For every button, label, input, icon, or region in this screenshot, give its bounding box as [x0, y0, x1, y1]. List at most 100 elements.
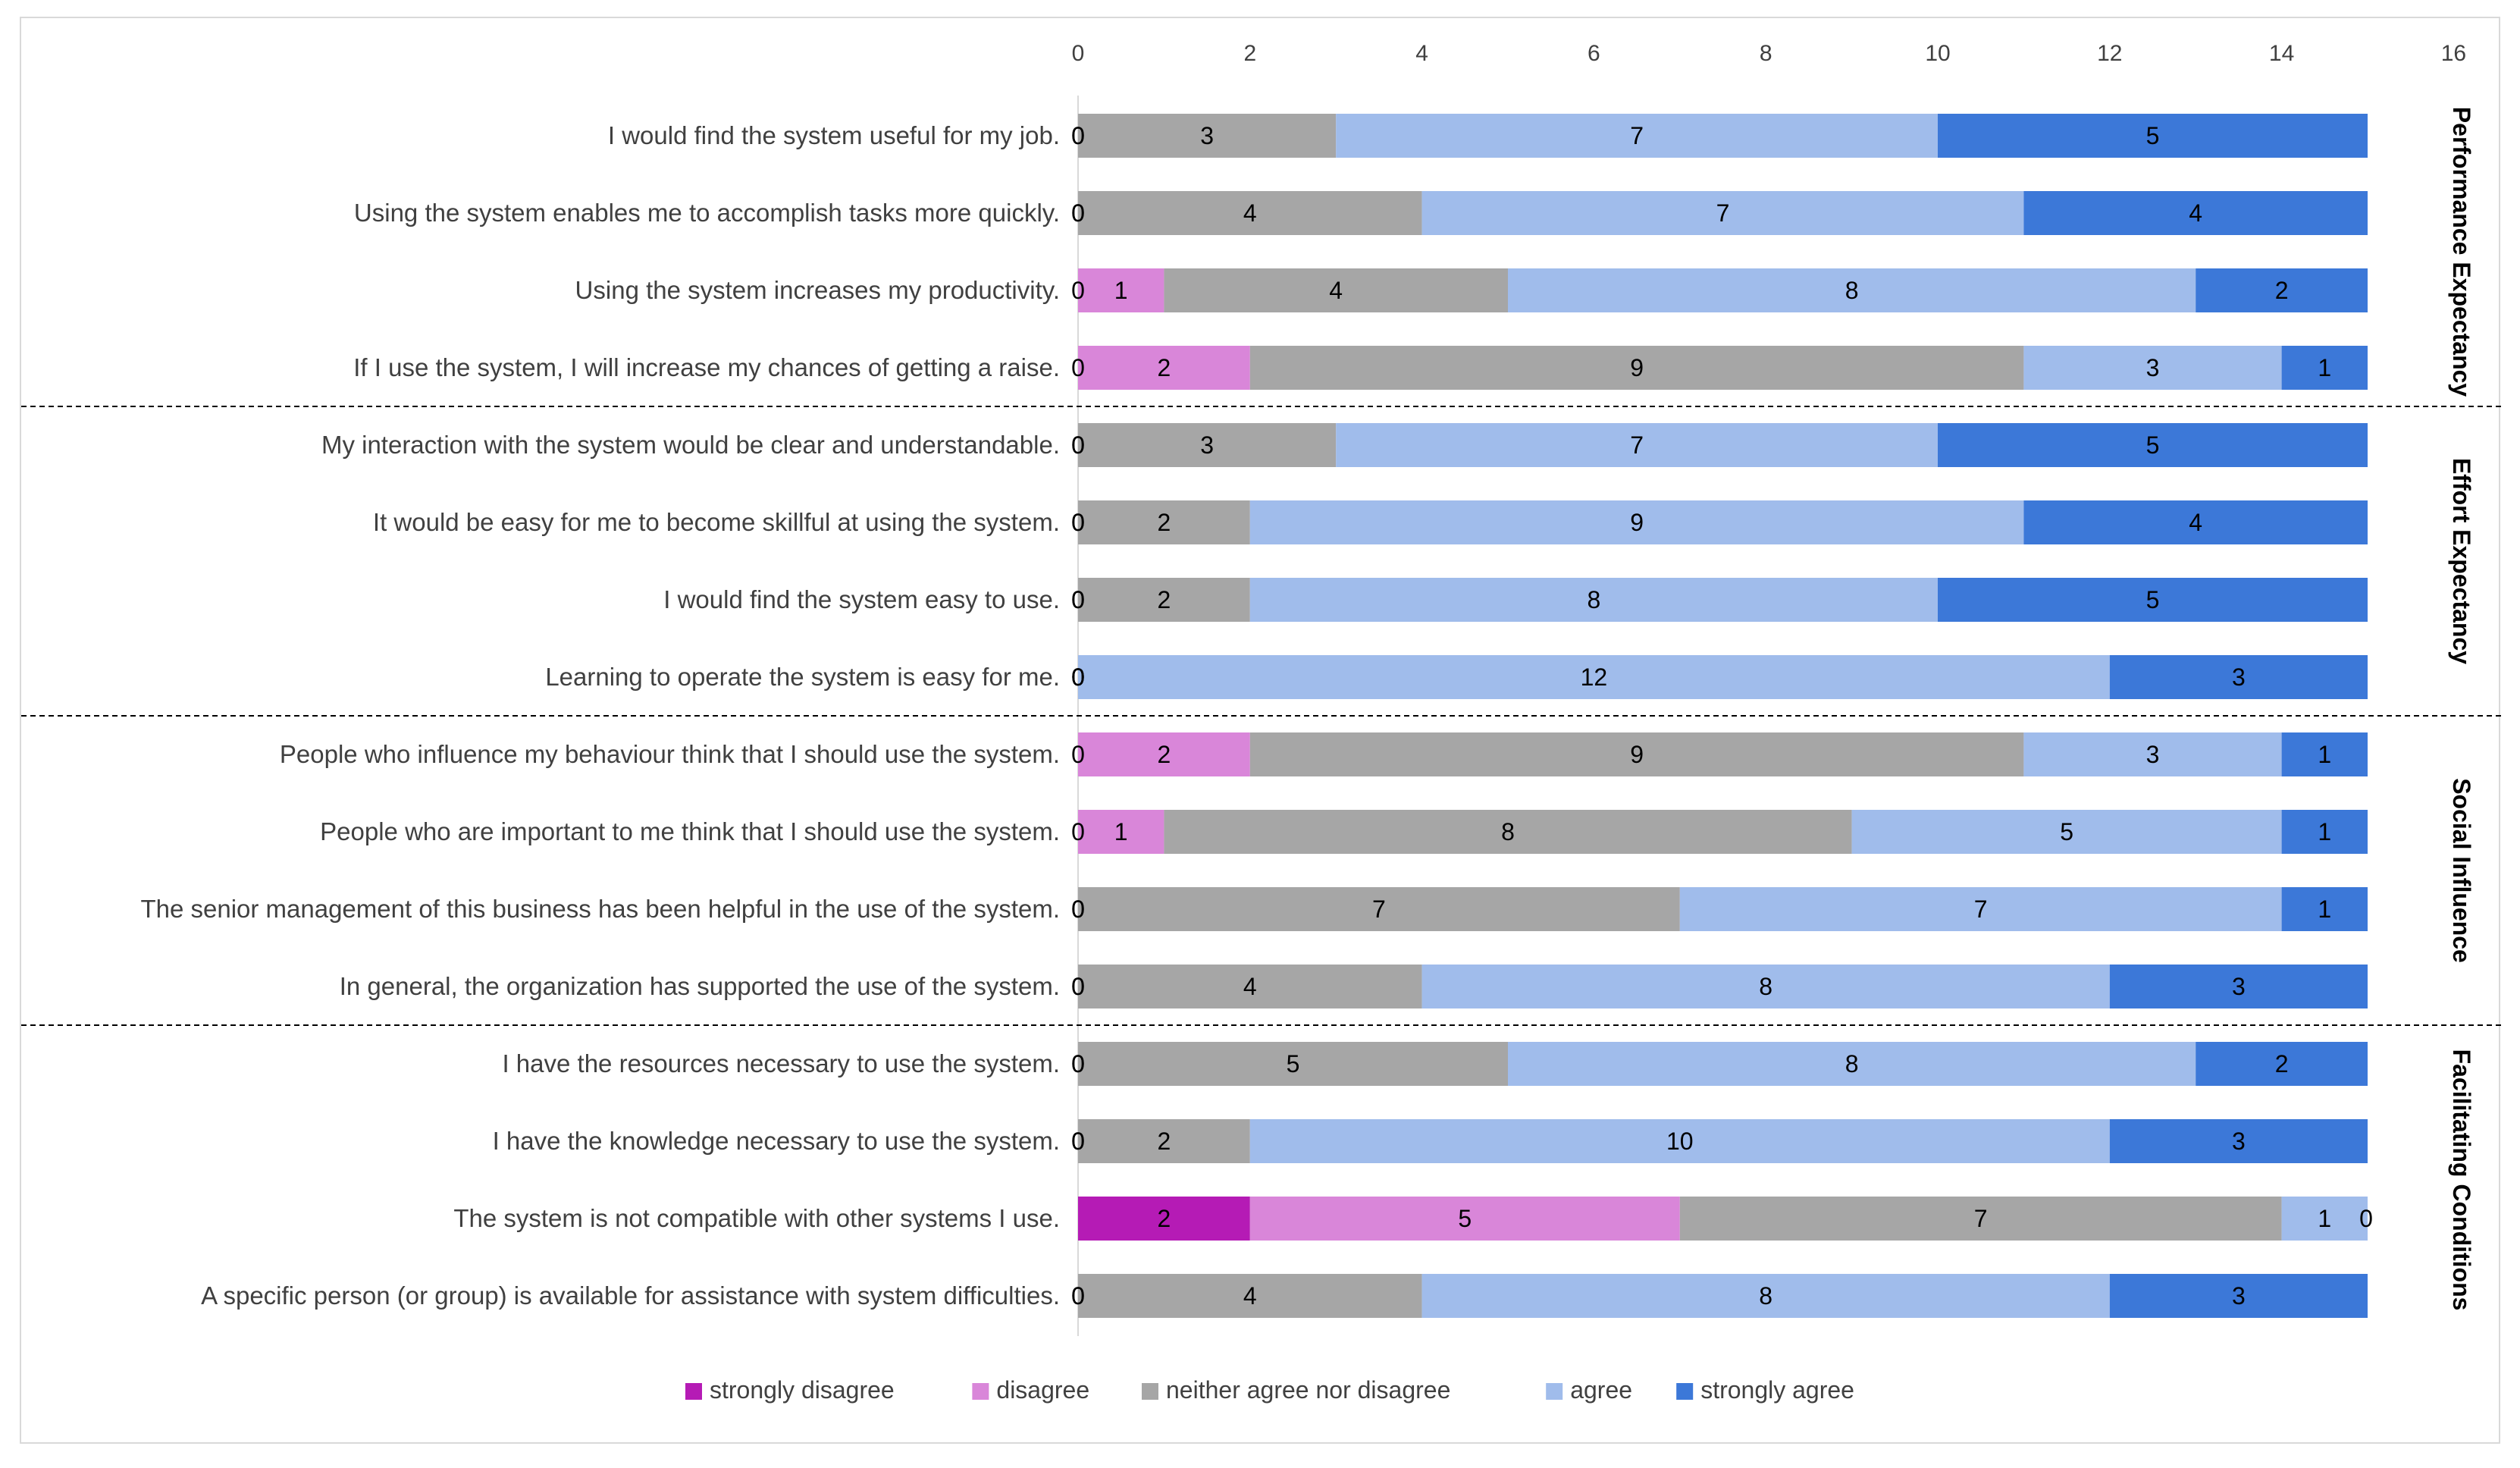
bar-value-label: 4 — [1243, 1282, 1257, 1310]
bar-value-label: 0 — [1071, 509, 1085, 536]
bar-value-label: 0 — [1071, 586, 1085, 613]
bar-segment — [2109, 1274, 2368, 1318]
bar-value-label: 5 — [2146, 431, 2160, 459]
bar-segment — [1164, 268, 1508, 312]
legend-swatch — [1676, 1383, 1694, 1400]
bar-value-label: 7 — [1630, 431, 1644, 459]
bar-value-label: 5 — [1287, 1050, 1300, 1077]
bar-value-label: 3 — [2232, 973, 2246, 1000]
category-label: People who influence my behaviour think … — [280, 740, 1060, 768]
bar-value-label: 1 — [1114, 818, 1128, 845]
bar-value-label: 1 — [2318, 1205, 2331, 1232]
category-label: My interaction with the system would be … — [321, 431, 1060, 459]
bar-segment — [2023, 732, 2282, 776]
category-label: If I use the system, I will increase my … — [353, 353, 1060, 381]
x-axis-ticks: 0 2 4 6 8 10 12 14 16 — [1072, 41, 2466, 66]
bar-value-label: 0 — [1071, 431, 1085, 459]
bar-segment — [1078, 346, 1250, 390]
category-label: It would be easy for me to become skillf… — [373, 508, 1060, 536]
bar-segment — [1249, 346, 2024, 390]
category-label: In general, the organization has support… — [340, 972, 1060, 1000]
bar-segment — [1938, 114, 2368, 158]
bar-value-label: 3 — [2232, 663, 2246, 691]
bar-segment — [1249, 1119, 2110, 1163]
bar-value-label: 2 — [2275, 1050, 2289, 1077]
category-label: Using the system enables me to accomplis… — [354, 199, 1060, 227]
bar-segment — [2023, 191, 2368, 235]
bar-value-label: 8 — [1759, 973, 1772, 1000]
bar-segment — [1249, 578, 1938, 622]
bar-segment — [1078, 500, 1250, 544]
bar-value-label: 9 — [1630, 354, 1644, 381]
x-tick-label: 4 — [1415, 41, 1428, 66]
category-label: Learning to operate the system is easy f… — [545, 663, 1060, 691]
bar-value-label: 9 — [1630, 741, 1644, 768]
legend-swatch — [685, 1383, 702, 1400]
category-label: The system is not compatible with other … — [453, 1204, 1060, 1232]
bar-value-label: 2 — [1158, 586, 1171, 613]
bar-value-label: 1 — [2318, 818, 2331, 845]
bar-value-label: 0 — [1071, 896, 1085, 923]
bar-value-label: 3 — [2232, 1282, 2246, 1310]
bar-segment — [1938, 578, 2368, 622]
bar-value-label: 4 — [1329, 277, 1343, 304]
bar-value-label: 3 — [1200, 431, 1214, 459]
bar-segment — [1078, 114, 1337, 158]
bar-value-label: 2 — [1158, 509, 1171, 536]
bar-value-label: 0 — [1071, 277, 1085, 304]
bar-segment — [1078, 1119, 1250, 1163]
bar-segment — [1421, 1274, 2110, 1318]
category-label: I have the knowledge necessary to use th… — [493, 1127, 1060, 1155]
x-tick-label: 16 — [2441, 41, 2466, 66]
bar-segment — [2023, 346, 2282, 390]
bar-value-label: 2 — [1158, 1205, 1171, 1232]
category-label: I have the resources necessary to use th… — [502, 1049, 1060, 1077]
bar-value-label: 4 — [2189, 199, 2202, 227]
group-label: Effort Expectancy — [2448, 458, 2475, 664]
category-label: Using the system increases my productivi… — [575, 276, 1060, 304]
bar-segment — [2109, 1119, 2368, 1163]
category-label: The senior management of this business h… — [140, 895, 1060, 923]
bar-value-label: 8 — [1845, 277, 1859, 304]
bar-value-label: 5 — [2146, 122, 2160, 149]
bar-value-label: 0 — [1071, 431, 1085, 459]
bar-segment — [2023, 500, 2368, 544]
bar-value-label: 7 — [1974, 896, 1988, 923]
bar-segment — [1078, 1197, 1250, 1241]
bar-value-label: 5 — [2060, 818, 2073, 845]
stacked-bar-chart: 0 2 4 6 8 10 12 14 16 00 3 7 500 4 7 40 1 4 8 20 2 9 3 100 3 7 50… — [21, 41, 2502, 1404]
legend-label: strongly agree — [1700, 1376, 1854, 1404]
bar-segment — [1078, 191, 1422, 235]
group-label: Social Influence — [2448, 778, 2475, 963]
bar-value-label: 0 — [1071, 122, 1085, 149]
bar-segment — [2281, 1197, 2368, 1241]
bar-value-label: 0 — [1071, 973, 1085, 1000]
bar-segment — [1078, 423, 1337, 467]
bar-value-label: 2 — [2275, 277, 2289, 304]
x-tick-label: 2 — [1243, 41, 1256, 66]
bar-value-label: 8 — [1845, 1050, 1859, 1077]
legend-label: strongly disagree — [710, 1376, 895, 1404]
bar-segment — [1078, 810, 1164, 854]
bar-value-label: 2 — [1158, 354, 1171, 381]
bar-segment — [2281, 346, 2368, 390]
bar-value-label: 10 — [1666, 1128, 1694, 1155]
bar-value-label: 0 — [1071, 1282, 1085, 1310]
category-labels: I would find the system useful for my jo… — [140, 121, 1060, 1310]
category-label: A specific person (or group) is availabl… — [201, 1281, 1060, 1310]
bar-segment — [1508, 1042, 2196, 1086]
bar-segment — [2281, 887, 2368, 931]
bar-value-label: 0 — [1071, 1128, 1085, 1155]
bar-segment — [1421, 965, 2110, 1008]
bar-value-label: 5 — [1458, 1205, 1472, 1232]
bar-value-label: 12 — [1581, 663, 1608, 691]
bar-value-label: 1 — [1114, 277, 1128, 304]
bar-value-label: 2 — [1158, 741, 1171, 768]
category-label: I would find the system easy to use. — [663, 585, 1060, 613]
group-label: Facilitating Conditions — [2448, 1049, 2475, 1311]
bar-segment — [1938, 423, 2368, 467]
bar-segment — [1078, 655, 2110, 699]
bar-segment — [1336, 423, 1938, 467]
bar-segment — [2196, 268, 2368, 312]
